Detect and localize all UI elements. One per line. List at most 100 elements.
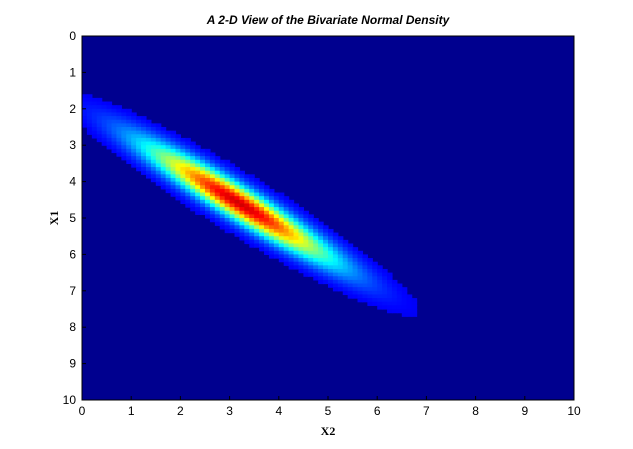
- heatmap-cell: [268, 225, 275, 230]
- heatmap-cell: [160, 134, 167, 139]
- heatmap-cell: [273, 218, 280, 223]
- heatmap-cell: [313, 236, 319, 241]
- heatmap-cell: [224, 196, 231, 201]
- heatmap-cell: [372, 294, 378, 299]
- heatmap-cell: [347, 290, 354, 296]
- heatmap-cell: [239, 236, 245, 241]
- heatmap-cell: [111, 119, 118, 124]
- heatmap-cell: [249, 185, 255, 190]
- heatmap-cell: [224, 192, 231, 197]
- heatmap-cell: [254, 221, 260, 226]
- y-axis-label: X1: [47, 211, 61, 226]
- heatmap-cell: [323, 265, 329, 270]
- heatmap-cell: [328, 276, 334, 281]
- heatmap-cell: [214, 159, 221, 164]
- heatmap-cell: [406, 298, 413, 303]
- heatmap-cell: [239, 199, 245, 205]
- heatmap-cell: [387, 301, 393, 306]
- heatmap-cell: [303, 236, 309, 241]
- heatmap-cell: [116, 137, 122, 143]
- heatmap-cell: [382, 298, 388, 303]
- heatmap-cell: [357, 254, 364, 259]
- heatmap-cell: [224, 210, 231, 215]
- heatmap-cell: [170, 156, 177, 161]
- heatmap-cell: [259, 243, 265, 248]
- heatmap-cell: [288, 243, 295, 248]
- heatmap-cell: [141, 116, 147, 121]
- heatmap-cell: [382, 294, 388, 299]
- heatmap-cell: [214, 167, 221, 172]
- heatmap-cell: [106, 134, 113, 139]
- heatmap-cell: [411, 309, 418, 314]
- heatmap-cell: [357, 279, 364, 285]
- heatmap-cell: [101, 105, 108, 110]
- heatmap-cell: [387, 276, 393, 281]
- heatmap-cell: [141, 170, 147, 175]
- heatmap-cell: [136, 148, 142, 154]
- heatmap-cell: [278, 239, 285, 245]
- heatmap-cell: [347, 268, 354, 274]
- heatmap-cell: [288, 247, 295, 252]
- heatmap-cell: [195, 159, 201, 164]
- heatmap-cell: [268, 199, 275, 205]
- heatmap-cell: [185, 199, 191, 205]
- heatmap-cell: [391, 298, 398, 303]
- heatmap-cell: [298, 228, 304, 234]
- heatmap-cell: [244, 185, 250, 190]
- heatmap-cell: [214, 192, 221, 197]
- heatmap-cell: [337, 265, 344, 270]
- heatmap-cell: [239, 228, 245, 234]
- heatmap-cell: [352, 268, 359, 274]
- heatmap-cell: [357, 268, 364, 274]
- heatmap-cell: [126, 112, 132, 117]
- heatmap-cell: [313, 254, 319, 259]
- heatmap-cell: [136, 159, 142, 164]
- heatmap-cell: [205, 152, 211, 157]
- heatmap-cell: [86, 97, 93, 103]
- heatmap-cell: [293, 258, 300, 263]
- heatmap-cell: [391, 309, 398, 314]
- heatmap-cell: [234, 218, 241, 223]
- heatmap-cell: [155, 145, 162, 150]
- heatmap-cell: [136, 119, 142, 124]
- heatmap-cell: [101, 127, 108, 132]
- heatmap-cell: [239, 214, 245, 219]
- heatmap-cell: [352, 272, 359, 277]
- heatmap-cell: [239, 225, 245, 230]
- heatmap-cell: [86, 101, 93, 106]
- heatmap-cell: [170, 159, 177, 164]
- heatmap-cell: [185, 181, 191, 186]
- heatmap-cell: [288, 236, 295, 241]
- heatmap-cell: [116, 123, 122, 128]
- heatmap-cell: [219, 181, 226, 186]
- heatmap-cell: [175, 174, 181, 179]
- heatmap-cell: [106, 123, 113, 128]
- heatmap-cell: [165, 152, 172, 157]
- heatmap-cell: [165, 174, 172, 179]
- heatmap-cell: [195, 196, 201, 201]
- heatmap-cell: [273, 232, 280, 237]
- heatmap-cell: [185, 141, 191, 146]
- heatmap-cell: [254, 207, 260, 212]
- heatmap-cell: [293, 254, 300, 259]
- heatmap-cell: [126, 116, 132, 121]
- heatmap-cell: [332, 287, 339, 292]
- heatmap-cell: [303, 221, 309, 226]
- heatmap-cell: [121, 141, 127, 146]
- heatmap-cell: [175, 137, 181, 143]
- heatmap-cell: [367, 272, 373, 277]
- heatmap-cell: [332, 261, 339, 266]
- heatmap-cell: [352, 250, 359, 255]
- heatmap-cell: [224, 159, 231, 164]
- heatmap-cell: [96, 123, 103, 128]
- heatmap-cell: [244, 192, 250, 197]
- heatmap-cell: [214, 199, 221, 205]
- heatmap-cell: [244, 218, 250, 223]
- heatmap-cell: [214, 181, 221, 186]
- heatmap-cell: [342, 247, 349, 252]
- heatmap-cell: [234, 174, 241, 179]
- heatmap-cell: [259, 192, 265, 197]
- heatmap-cell: [303, 268, 309, 274]
- heatmap-cell: [96, 134, 103, 139]
- heatmap-cell: [244, 188, 250, 194]
